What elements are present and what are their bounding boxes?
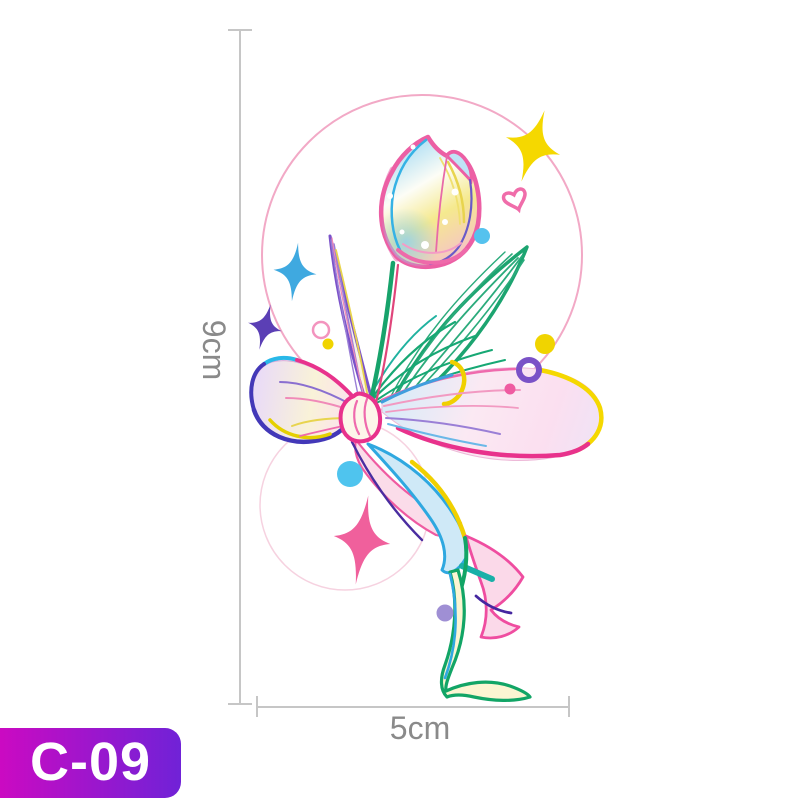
heart-icon (501, 187, 527, 214)
product-code-text: C-09 (29, 732, 152, 792)
height-dimension-cap-bottom (228, 703, 252, 705)
width-dimension-line (257, 706, 570, 708)
petal-sparkle-dots (387, 144, 459, 249)
sparkle-star-blue-icon (270, 240, 320, 304)
bow-right-loop (380, 359, 604, 461)
sparkle-star-purple-icon (242, 300, 288, 354)
height-dimension-line (239, 30, 241, 705)
tulip-flower (379, 134, 482, 269)
width-dimension-label: 5cm (389, 710, 451, 746)
confetti-dots (311, 228, 555, 622)
bow-left-loop (249, 355, 356, 444)
lavender-leaf (328, 234, 374, 404)
bow-knot (338, 391, 383, 444)
height-dimension-cap-top (228, 29, 252, 31)
width-dimension-cap-left (256, 696, 258, 717)
sparkle-star-pink-icon (327, 491, 397, 589)
height-dimension-label: 9cm (196, 319, 232, 381)
sparkle-star-yellow-icon (494, 101, 572, 191)
width-dimension-cap-right (568, 696, 570, 717)
ribbon-tails (350, 438, 532, 702)
product-code-badge: C-09 (0, 728, 181, 798)
stem (368, 260, 400, 404)
